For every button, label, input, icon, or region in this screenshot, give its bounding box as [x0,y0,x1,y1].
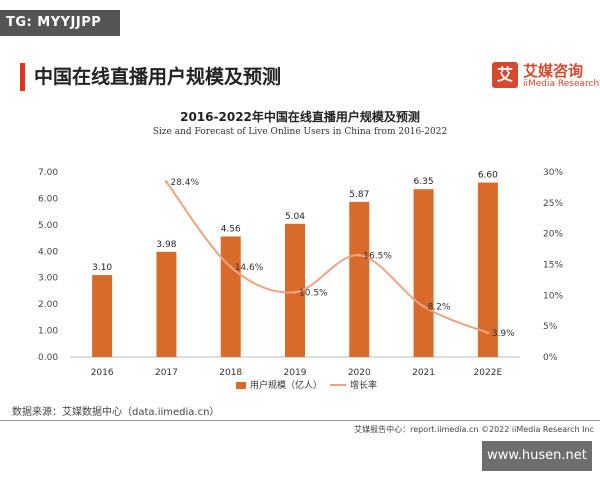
x-tick-label: 2017 [155,368,178,378]
bar-value-label: 6.35 [414,177,434,187]
growth-point-2017 [164,180,168,184]
growth-value-label: 16.5% [363,251,392,261]
growth-point-2020 [357,253,361,257]
growth-value-label: 14.6% [235,263,264,273]
title-accent-bar [20,63,25,91]
y-right-tick-label: 10% [543,291,563,301]
growth-point-2021 [422,304,426,308]
bar-2016 [92,275,113,357]
bar-2021 [413,189,434,357]
y-left-tick-label: 5.00 [38,221,58,231]
growth-value-label: 3.9% [492,329,515,339]
legend-bar-label: 用户规模（亿人） [250,379,322,391]
footer-divider [0,420,600,421]
y-left-tick-label: 7.00 [38,168,58,178]
x-tick-label: 2016 [91,368,114,378]
growth-value-label: 10.5% [299,288,328,298]
bar-value-label: 3.98 [156,240,176,250]
legend-line-label: 增长率 [350,379,377,391]
bar-value-label: 4.56 [221,224,241,234]
y-left-tick-label: 6.00 [38,194,58,204]
bar-value-label: 3.10 [92,263,112,273]
data-source: 数据来源：艾媒数据中心（data.iimedia.cn） [12,407,220,418]
y-right-tick-label: 20% [543,230,563,240]
growth-point-2019 [293,290,297,294]
bar-2022E [477,182,498,357]
y-left-tick-label: 4.00 [38,247,58,257]
x-tick-label: 2019 [284,368,307,378]
x-tick-label: 2022E [474,368,503,378]
y-right-tick-label: 5% [543,322,558,332]
x-tick-label: 2021 [412,368,435,378]
bar-value-label: 5.04 [285,212,305,222]
growth-value-label: 28.4% [170,178,199,188]
y-left-tick-label: 1.00 [38,327,58,337]
bar-2017 [156,251,177,357]
growth-value-label: 8.2% [428,302,451,312]
bar-value-label: 6.60 [478,171,498,181]
x-tick-label: 2018 [219,368,242,378]
footer-text: 艾媒报告中心：report.iimedia.cn ©2022 iiMedia R… [354,425,594,434]
chart-subtitle: Size and Forecast of Live Online Users i… [152,127,448,137]
growth-point-2022E [486,331,490,335]
x-tick-label: 2020 [348,368,371,378]
y-left-tick-label: 0.00 [38,353,58,363]
y-right-tick-label: 25% [543,199,563,209]
bar-2020 [349,201,370,357]
legend-bar-swatch [236,382,246,389]
y-left-tick-label: 2.00 [38,300,58,310]
watermark-bottom: www.husen.net [482,441,592,471]
watermark-top: TG: MYYJJPP [0,10,120,36]
y-right-tick-label: 0% [543,353,558,363]
brand-logo-icon: 艾 [492,62,518,88]
bar-2019 [285,223,305,357]
chart-title: 2016-2022年中国在线直播用户规模及预测 [180,110,420,124]
brand-name-en: iiMedia Research [523,79,600,89]
y-right-tick-label: 30% [543,168,563,178]
bar-2018 [220,236,241,357]
y-left-tick-label: 3.00 [38,274,58,284]
y-right-tick-label: 15% [543,261,563,271]
brand-name-cn: 艾媒咨询 [523,62,584,80]
growth-point-2018 [229,265,233,269]
bar-value-label: 5.87 [349,190,369,200]
page-title: 中国在线直播用户规模及预测 [34,66,282,88]
chart-canvas: 0.00 1.00 2.00 3.00 4.00 5.00 6.00 7.00 0% 5% 10% 1… [38,168,563,391]
